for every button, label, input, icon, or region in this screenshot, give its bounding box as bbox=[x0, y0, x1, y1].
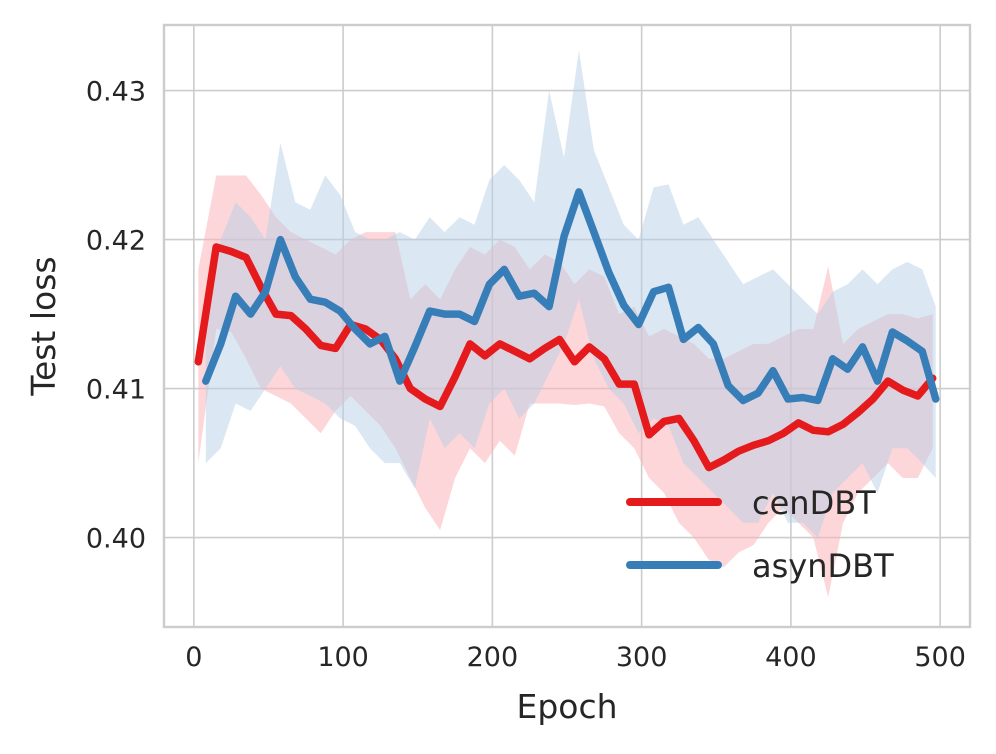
x-tick-label: 300 bbox=[616, 642, 668, 673]
y-tick-label: 0.40 bbox=[86, 524, 146, 555]
series-line-asyndbt bbox=[202, 188, 940, 405]
y-tick-labels: 0.40 0.41 0.42 0.43 bbox=[86, 77, 146, 555]
legend-label-asyndbt: asynDBT bbox=[752, 547, 894, 585]
x-tick-label: 400 bbox=[765, 642, 817, 673]
series-lines bbox=[194, 188, 940, 472]
series-line-cendbt bbox=[194, 243, 937, 472]
confidence-bands bbox=[198, 50, 936, 598]
y-tick-label: 0.42 bbox=[86, 226, 146, 257]
x-tick-label: 200 bbox=[467, 642, 519, 673]
x-tick-label: 100 bbox=[317, 642, 369, 673]
x-tick-labels: 0 100 200 300 400 500 bbox=[185, 642, 966, 673]
y-tick-label: 0.43 bbox=[86, 77, 146, 108]
y-axis-label: Test loss bbox=[24, 256, 63, 396]
x-tick-label: 500 bbox=[914, 642, 966, 673]
plot-frame bbox=[162, 23, 972, 629]
confidence-band-asyndbt bbox=[205, 50, 936, 538]
y-tick-label: 0.41 bbox=[86, 375, 146, 406]
legend-label-cendbt: cenDBT bbox=[752, 484, 876, 522]
legend: cenDBT asynDBT bbox=[626, 484, 894, 585]
x-tick-label: 0 bbox=[185, 642, 202, 673]
x-axis-label: Epoch bbox=[516, 687, 617, 726]
